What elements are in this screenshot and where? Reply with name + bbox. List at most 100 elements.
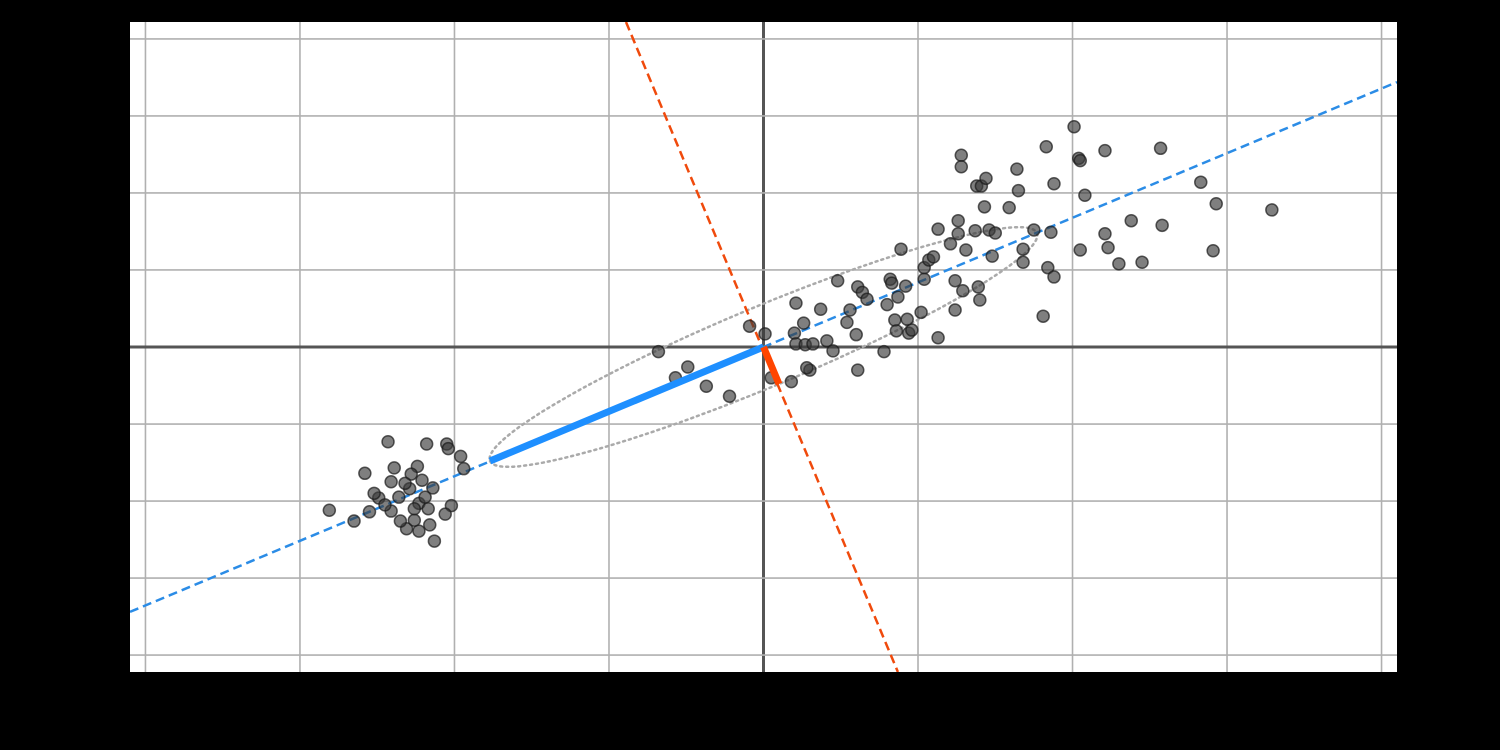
point <box>1078 188 1092 203</box>
point <box>1155 218 1169 233</box>
point <box>407 501 422 516</box>
point <box>358 466 372 481</box>
point <box>1265 203 1279 217</box>
point <box>1073 153 1087 168</box>
point <box>1209 197 1223 211</box>
point <box>959 243 973 257</box>
point <box>826 344 840 358</box>
point <box>322 503 337 518</box>
point <box>758 327 772 341</box>
point <box>1027 223 1041 237</box>
point <box>438 507 452 521</box>
point <box>1047 176 1061 191</box>
point <box>784 374 799 389</box>
point <box>787 326 802 340</box>
point <box>393 514 408 528</box>
point <box>796 316 811 330</box>
point <box>988 226 1003 240</box>
point <box>651 344 666 359</box>
point <box>1011 183 1026 198</box>
point <box>954 148 969 162</box>
point <box>1047 270 1061 284</box>
point <box>891 290 905 304</box>
point <box>362 505 377 519</box>
point <box>849 327 863 342</box>
point <box>977 200 992 214</box>
point <box>860 292 874 307</box>
point <box>392 490 406 504</box>
point <box>1153 141 1168 156</box>
point <box>367 486 381 501</box>
point <box>1016 255 1030 270</box>
point <box>387 461 401 475</box>
point <box>1124 213 1138 228</box>
point <box>877 344 891 359</box>
point <box>880 297 894 312</box>
point <box>851 363 865 377</box>
point <box>1098 227 1112 241</box>
point <box>722 389 737 404</box>
point <box>398 476 412 491</box>
point <box>898 279 913 293</box>
point <box>985 249 999 263</box>
point <box>441 441 456 456</box>
point <box>917 272 931 286</box>
plot-layer <box>130 22 1397 672</box>
point <box>384 475 398 489</box>
point <box>951 213 965 228</box>
point <box>820 334 834 348</box>
point <box>423 518 437 532</box>
point <box>914 305 928 320</box>
point <box>1112 257 1126 271</box>
point <box>971 280 986 294</box>
point <box>681 360 695 374</box>
component-vector <box>760 345 783 386</box>
point <box>1067 119 1081 134</box>
point <box>789 296 803 310</box>
point <box>427 534 442 548</box>
point <box>1016 242 1030 256</box>
point <box>1044 225 1058 239</box>
point <box>973 293 987 307</box>
point <box>381 434 395 449</box>
point <box>1206 243 1220 258</box>
point <box>1073 243 1087 257</box>
point <box>840 315 854 330</box>
point <box>931 331 945 345</box>
point <box>943 237 958 251</box>
point <box>453 449 468 464</box>
point <box>1036 309 1050 323</box>
point <box>884 276 899 290</box>
point <box>830 274 845 288</box>
point <box>421 501 435 516</box>
point <box>415 473 429 487</box>
point <box>948 303 962 317</box>
point <box>1194 175 1208 189</box>
point <box>1002 200 1016 215</box>
point <box>1039 140 1054 154</box>
point <box>954 160 969 174</box>
point <box>1101 240 1115 255</box>
point <box>900 312 914 327</box>
point <box>1135 255 1149 270</box>
component-vector <box>488 343 765 465</box>
point <box>456 461 471 476</box>
point <box>1098 143 1112 158</box>
point <box>426 481 440 495</box>
point <box>931 222 945 236</box>
point <box>742 319 757 333</box>
point <box>889 324 904 338</box>
point <box>894 242 908 256</box>
point <box>1010 162 1024 176</box>
point <box>800 361 814 375</box>
point <box>347 514 361 528</box>
point <box>1041 260 1055 275</box>
point <box>951 227 965 241</box>
point <box>843 303 857 317</box>
point <box>888 313 902 327</box>
point <box>806 337 820 351</box>
point <box>948 274 962 288</box>
point <box>813 302 828 317</box>
